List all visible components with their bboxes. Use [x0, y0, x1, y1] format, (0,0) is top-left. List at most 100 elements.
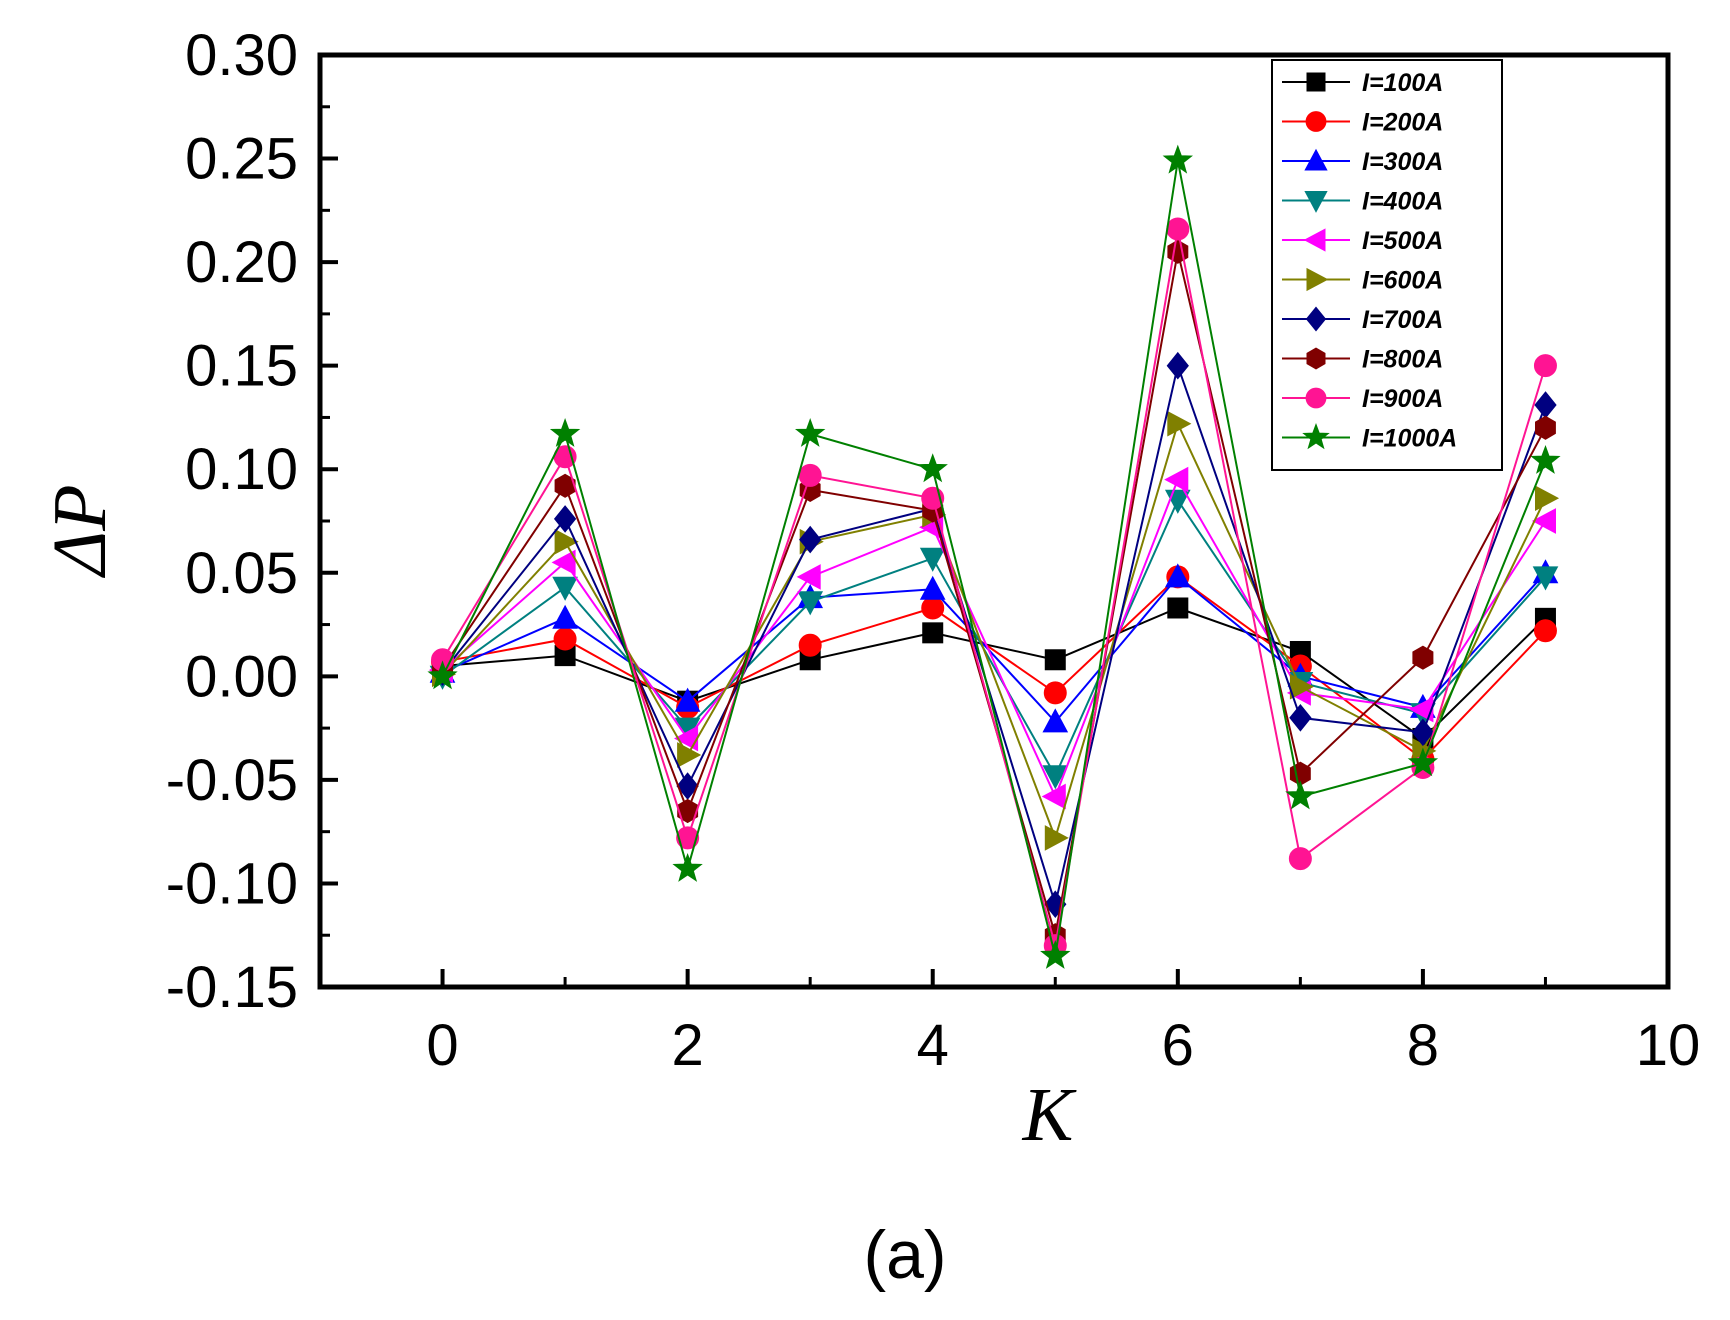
- legend-marker: [1306, 72, 1326, 92]
- legend-label: I=400A: [1362, 188, 1443, 216]
- legend-item: I=500A: [1282, 227, 1443, 255]
- legend-item: I=900A: [1282, 385, 1443, 413]
- y-tick-label: 0.10: [185, 437, 298, 502]
- legend-label: I=1000A: [1362, 425, 1457, 453]
- series-I=1000A: [427, 144, 1561, 969]
- data-point: [1535, 415, 1556, 440]
- legend-marker: [1303, 228, 1326, 252]
- legend-label: I=300A: [1362, 148, 1443, 176]
- data-point: [1042, 765, 1069, 790]
- legend-label: I=900A: [1362, 385, 1443, 413]
- legend-item: I=100A: [1282, 69, 1443, 97]
- data-point: [1164, 466, 1189, 493]
- data-point: [1409, 696, 1434, 723]
- legend: I=100A I=200A I=300A I=400A I=500A I=600A I=70…: [1271, 59, 1503, 471]
- legend-item: I=200A: [1282, 109, 1443, 137]
- legend-marker: [1304, 148, 1328, 171]
- data-point: [1043, 681, 1067, 705]
- y-tick-label: -0.15: [166, 955, 298, 1020]
- data-point: [552, 576, 578, 601]
- data-point: [553, 505, 577, 533]
- data-point: [676, 826, 700, 850]
- data-point: [1288, 847, 1312, 871]
- data-point: [676, 772, 699, 800]
- data-point: [922, 622, 944, 644]
- data-point: [672, 852, 703, 882]
- legend-marker: [1306, 347, 1326, 370]
- series-line: [441, 160, 1547, 957]
- data-point: [797, 591, 824, 616]
- series-I=400A: [429, 489, 1559, 790]
- figure-caption: (a): [863, 1217, 946, 1293]
- data-point: [1044, 649, 1066, 671]
- series-I=600A: [432, 410, 1560, 851]
- ticks-layer: 0 2 4 6 8 10 -0.15 -0.10 -0.05 0.00 0.05 0.10 0.15 0.…: [166, 23, 1700, 1078]
- data-point: [1167, 597, 1189, 619]
- x-tick-label: 10: [1636, 1013, 1701, 1078]
- data-point: [1412, 645, 1434, 670]
- data-point: [554, 528, 579, 555]
- legend-marker: [1304, 191, 1328, 213]
- y-tick-label: 0.25: [185, 127, 298, 192]
- series-layer: [427, 144, 1561, 969]
- data-point: [1534, 391, 1557, 419]
- legend-label: I=700A: [1362, 306, 1443, 334]
- data-point: [1041, 783, 1066, 810]
- data-point: [799, 525, 822, 554]
- data-point: [1162, 144, 1193, 174]
- data-point: [1533, 354, 1557, 378]
- series-line: [441, 228, 1547, 946]
- legend-item: I=700A: [1282, 306, 1443, 334]
- data-point: [798, 633, 822, 657]
- data-point: [551, 549, 576, 576]
- data-point: [427, 660, 458, 690]
- legend-marker: [1305, 306, 1327, 332]
- data-point: [1166, 217, 1190, 241]
- legend-marker: [1306, 267, 1329, 292]
- data-point: [1530, 444, 1561, 474]
- data-point: [549, 418, 581, 447]
- data-point: [1167, 410, 1192, 437]
- data-point: [1407, 747, 1439, 777]
- y-tick-label: -0.10: [166, 851, 298, 916]
- legend-item: I=1000A: [1282, 422, 1457, 453]
- data-point: [1289, 704, 1312, 732]
- legend-label: I=200A: [1362, 109, 1443, 137]
- legend-label: I=800A: [1362, 346, 1443, 374]
- data-point: [554, 473, 576, 498]
- data-point: [1411, 718, 1435, 747]
- data-point: [921, 596, 945, 620]
- data-point: [552, 604, 578, 629]
- x-tick-label: 2: [672, 1013, 704, 1078]
- series-line: [442, 606, 1547, 740]
- data-point: [796, 564, 821, 590]
- data-point: [1285, 780, 1316, 810]
- series-line: [442, 575, 1547, 761]
- data-point: [1533, 619, 1557, 643]
- y-tick-label: 0.15: [185, 334, 298, 399]
- data-point: [1042, 708, 1069, 733]
- data-point: [1531, 508, 1556, 534]
- data-point: [1532, 566, 1559, 591]
- data-point: [795, 418, 826, 447]
- data-point: [553, 627, 577, 651]
- legend-marker: [1305, 387, 1327, 409]
- legend-item: I=400A: [1282, 188, 1443, 216]
- data-point: [1044, 825, 1069, 851]
- data-point: [677, 742, 702, 768]
- legend-marker: [1302, 422, 1330, 450]
- legend-item: I=600A: [1282, 267, 1443, 295]
- y-tick-label: 0.20: [185, 230, 298, 295]
- legend-marker: [1305, 111, 1327, 132]
- x-axis-title: K: [1022, 1073, 1077, 1157]
- data-point: [798, 463, 822, 487]
- data-point: [674, 687, 701, 712]
- legend-label: I=600A: [1362, 267, 1443, 295]
- x-tick-label: 0: [426, 1013, 458, 1078]
- legend-label: I=100A: [1362, 69, 1443, 97]
- x-tick-label: 8: [1407, 1013, 1439, 1078]
- data-point: [1535, 485, 1560, 512]
- series-line: [442, 572, 1547, 724]
